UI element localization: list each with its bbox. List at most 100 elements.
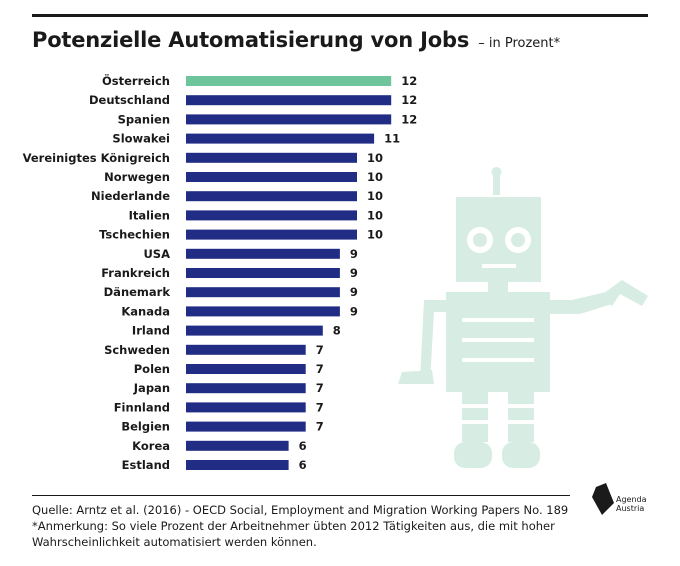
category-label: Dänemark	[104, 285, 171, 299]
bar	[186, 383, 306, 394]
category-label: Slowakei	[112, 132, 170, 146]
logo-mark-icon	[592, 483, 614, 515]
bar	[186, 440, 289, 451]
bar	[186, 306, 340, 317]
bar	[186, 402, 306, 413]
agenda-austria-logo: Agenda Austria	[592, 483, 652, 519]
value-label: 12	[401, 93, 417, 107]
value-label: 11	[384, 132, 400, 146]
category-label: Deutschland	[89, 93, 170, 107]
category-label: Frankreich	[101, 266, 170, 280]
bar-chart: Österreich 12 Deutschland 12 Spanien 12 Slowak…	[23, 73, 648, 472]
value-label: 12	[401, 74, 417, 88]
bar	[186, 364, 306, 374]
value-label: 6	[299, 439, 307, 453]
robot-pupil-right	[511, 233, 525, 247]
robot-stripe	[462, 338, 534, 342]
source-text: Quelle: Arntz et al. (2016) - OECD Socia…	[32, 503, 569, 517]
robot-hand-right	[600, 280, 648, 306]
robot-pupil-left	[473, 233, 487, 247]
category-label: Spanien	[118, 112, 170, 126]
bar	[186, 421, 306, 432]
value-label: 9	[350, 304, 358, 318]
robot-hand-left	[398, 370, 434, 384]
robot-foot-left	[454, 442, 492, 468]
value-label: 10	[367, 170, 383, 184]
bar	[186, 229, 357, 240]
value-label: 10	[367, 151, 383, 165]
category-label: Polen	[134, 362, 170, 376]
bar	[186, 248, 340, 259]
chart-title-main: Potenzielle Automatisierung von Jobs	[32, 28, 470, 52]
value-label: 6	[299, 458, 307, 472]
robot-foot-right	[502, 442, 540, 468]
logo-text: Agenda Austria	[616, 495, 647, 513]
robot-stripe	[462, 358, 534, 362]
bar	[186, 76, 392, 86]
bar	[186, 268, 340, 278]
value-label: 7	[316, 420, 324, 434]
value-label: 9	[350, 266, 358, 280]
chart-title: Potenzielle Automatisierung von Jobs – i…	[32, 28, 560, 52]
bar	[186, 133, 375, 144]
bars-layer: Österreich 12 Deutschland 12 Spanien 12 Slowak…	[23, 73, 418, 472]
value-label: 9	[350, 247, 358, 261]
category-label: Korea	[132, 439, 170, 453]
category-label: Tschechien	[99, 228, 170, 242]
bar	[186, 114, 392, 125]
value-label: 7	[316, 400, 324, 414]
robot-leg-stripe	[462, 420, 488, 424]
robot-neck	[488, 282, 508, 292]
category-label: Österreich	[102, 73, 170, 88]
footer: Quelle: Arntz et al. (2016) - OECD Socia…	[32, 502, 592, 550]
category-label: Japan	[133, 381, 170, 395]
chart-title-unit: – in Prozent*	[478, 36, 561, 51]
note-text-line1: *Anmerkung: So viele Prozent der Arbeitn…	[32, 519, 555, 533]
note-text-line2: Wahrscheinlichkeit automatisiert werden …	[32, 535, 317, 549]
bar	[186, 95, 392, 106]
robot-leg-left	[462, 392, 488, 442]
robot-leg-right	[508, 392, 534, 442]
bar	[186, 287, 340, 298]
robot-antenna	[493, 175, 500, 195]
robot-mouth	[482, 264, 516, 268]
category-label: Vereinigtes Königreich	[23, 151, 170, 165]
category-label: Estland	[122, 458, 170, 472]
bar	[186, 210, 357, 221]
robot-leg-stripe	[508, 420, 534, 424]
category-label: Finnland	[114, 400, 170, 414]
robot-arm-left	[420, 300, 446, 382]
category-label: USA	[143, 247, 170, 261]
value-label: 10	[367, 189, 383, 203]
category-label: Schweden	[104, 343, 170, 357]
value-label: 8	[333, 324, 341, 338]
top-rule	[32, 14, 648, 17]
value-label: 10	[367, 208, 383, 222]
bar	[186, 325, 323, 336]
footer-rule	[32, 495, 570, 496]
category-label: Belgien	[121, 420, 170, 434]
value-label: 12	[401, 112, 417, 126]
category-label: Italien	[129, 208, 170, 222]
category-label: Kanada	[121, 304, 170, 318]
category-label: Norwegen	[104, 170, 170, 184]
logo-text-line2: Austria	[616, 504, 645, 513]
bar	[186, 172, 357, 182]
value-label: 7	[316, 381, 324, 395]
robot-stripe	[462, 318, 534, 322]
category-label: Irland	[132, 324, 170, 338]
category-label: Niederlande	[91, 189, 170, 203]
value-label: 9	[350, 285, 358, 299]
robot-leg-stripe	[462, 404, 488, 408]
bar	[186, 191, 357, 202]
robot-arm-right	[550, 292, 612, 314]
value-label: 7	[316, 362, 324, 376]
logo-text-line1: Agenda	[616, 495, 647, 504]
bar	[186, 152, 357, 163]
bar	[186, 344, 306, 355]
robot-illustration	[398, 167, 648, 468]
robot-leg-stripe	[508, 404, 534, 408]
robot-antenna-tip	[491, 167, 502, 177]
value-label: 10	[367, 228, 383, 242]
bar	[186, 460, 289, 470]
